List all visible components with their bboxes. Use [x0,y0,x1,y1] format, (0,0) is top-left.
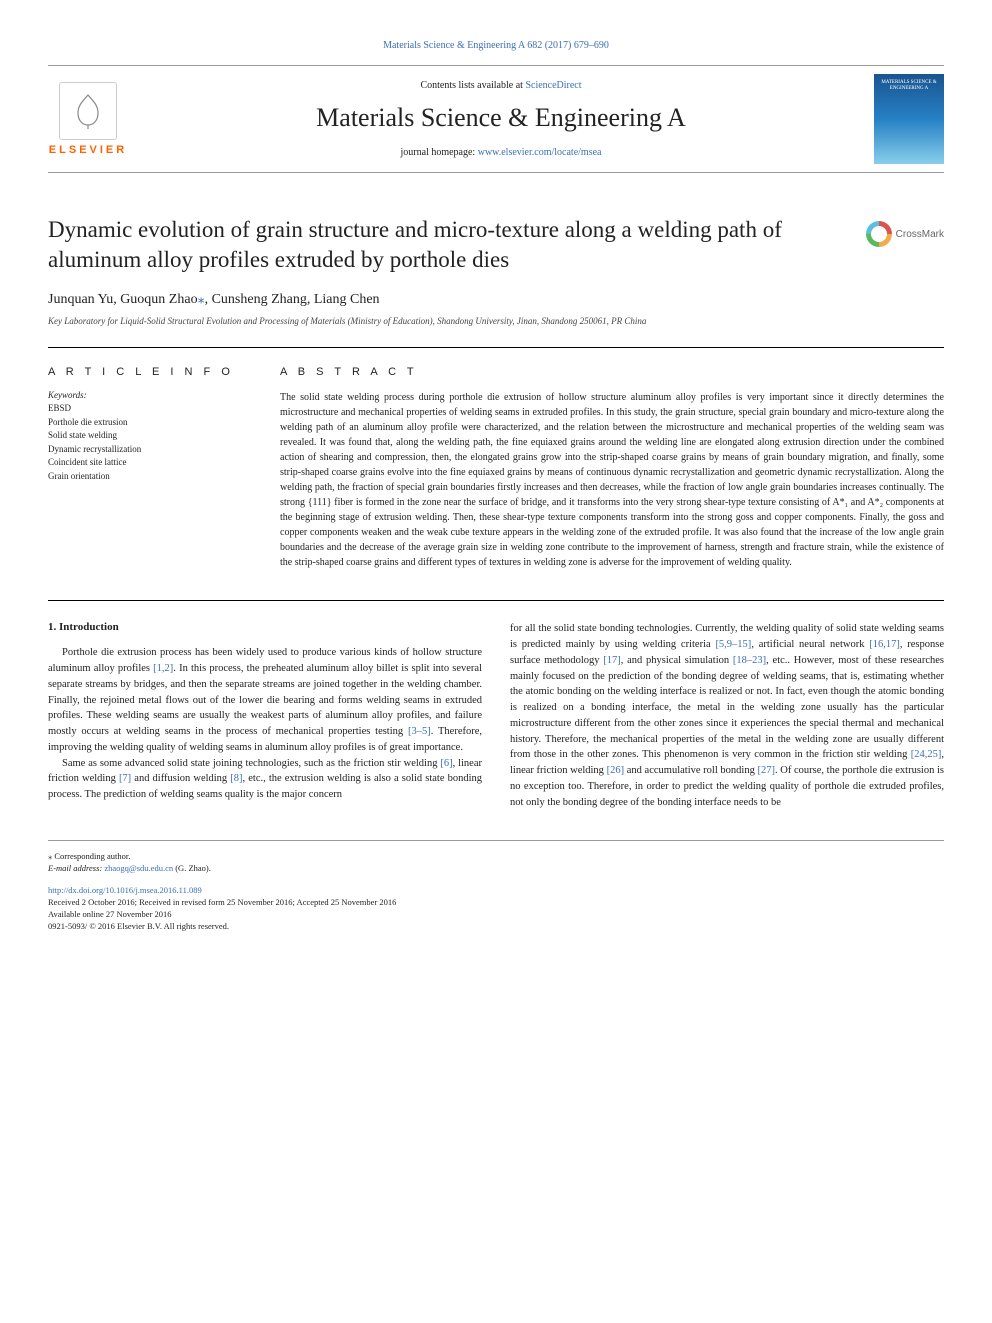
citation-link[interactable]: [1,2] [153,663,173,674]
body-text: Porthole die extrusion process has been … [48,645,482,803]
citation-link[interactable]: [16,17] [869,639,900,650]
section-heading: 1. Introduction [48,621,482,633]
citation-link[interactable]: [3–5] [408,726,431,737]
elsevier-wordmark: ELSEVIER [49,144,127,156]
doi-line: http://dx.doi.org/10.1016/j.msea.2016.11… [48,885,944,897]
journal-header-center: Contents lists available at ScienceDirec… [146,80,856,158]
keyword: Coincident site lattice [48,456,248,470]
journal-header: ELSEVIER Contents lists available at Sci… [48,65,944,173]
contents-prefix: Contents lists available at [420,80,525,91]
authors-rest: , Cunsheng Zhang, Liang Chen [205,292,380,307]
email-suffix: (G. Zhao). [173,863,211,873]
citation-link[interactable]: [26] [607,765,625,776]
authors-line: Junquan Yu, Guoqun Zhao⁎, Cunsheng Zhang… [48,291,944,308]
page-container: Materials Science & Engineering A 682 (2… [0,0,992,973]
journal-title: Materials Science & Engineering A [146,103,856,133]
authors-first: Junquan Yu, Guoqun Zhao [48,292,198,307]
sciencedirect-link[interactable]: ScienceDirect [525,80,581,91]
body-text: for all the solid state bonding technolo… [510,621,944,810]
copyright-line: 0921-5093/ © 2016 Elsevier B.V. All righ… [48,921,944,933]
p-text: , etc.. However, most of these researche… [510,655,944,761]
article-info-heading: A R T I C L E I N F O [48,366,248,378]
cover-text: MATERIALS SCIENCE & ENGINEERING A [874,80,944,91]
divider-mid [48,600,944,601]
crossmark-icon [866,221,892,247]
affiliation: Key Laboratory for Liquid-Solid Structur… [48,316,944,328]
corresponding-author-mark: ⁎ [198,292,205,307]
citation-link[interactable]: [27] [757,765,775,776]
citation-link[interactable]: [8] [230,773,242,784]
keyword: Dynamic recrystallization [48,443,248,457]
email-line: E-mail address: zhaogq@sdu.edu.cn (G. Zh… [48,863,944,875]
divider-top [48,347,944,348]
journal-issue-link[interactable]: Materials Science & Engineering A 682 (2… [48,40,944,51]
journal-homepage-line: journal homepage: www.elsevier.com/locat… [146,147,856,158]
keywords-label: Keywords: [48,390,248,400]
abstract-column: A B S T R A C T The solid state welding … [280,366,944,570]
article-info-column: A R T I C L E I N F O Keywords: EBSD Por… [48,366,248,570]
abstract-heading: A B S T R A C T [280,366,944,378]
keyword: EBSD [48,402,248,416]
homepage-prefix: journal homepage: [401,147,478,158]
keyword: Porthole die extrusion [48,416,248,430]
crossmark-label: CrossMark [896,229,944,240]
email-label: E-mail address: [48,863,104,873]
journal-homepage-link[interactable]: www.elsevier.com/locate/msea [478,147,602,158]
body-column-right: for all the solid state bonding technolo… [510,621,944,810]
corresponding-author-note: ⁎ Corresponding author. [48,851,944,863]
email-link[interactable]: zhaogq@sdu.edu.cn [104,863,173,873]
elsevier-tree-icon [59,82,117,140]
citation-link[interactable]: [7] [119,773,131,784]
p-text: , and physical simulation [621,655,733,666]
keyword: Grain orientation [48,470,248,484]
doi-link[interactable]: http://dx.doi.org/10.1016/j.msea.2016.11… [48,885,202,895]
citation-link[interactable]: [18–23] [733,655,766,666]
article-title: Dynamic evolution of grain structure and… [48,215,846,275]
citation-link[interactable]: [5,9–15] [715,639,751,650]
available-line: Available online 27 November 2016 [48,909,944,921]
received-line: Received 2 October 2016; Received in rev… [48,897,944,909]
keyword: Solid state welding [48,429,248,443]
crossmark-badge[interactable]: CrossMark [866,221,944,247]
footer: ⁎ Corresponding author. E-mail address: … [48,840,944,932]
journal-cover-thumbnail: MATERIALS SCIENCE & ENGINEERING A [874,74,944,164]
p-text: Same as some advanced solid state joinin… [62,758,440,769]
contents-lists-line: Contents lists available at ScienceDirec… [146,80,856,91]
title-row: Dynamic evolution of grain structure and… [48,215,944,275]
p-text: and diffusion welding [131,773,230,784]
elsevier-logo: ELSEVIER [48,74,128,164]
body-columns: 1. Introduction Porthole die extrusion p… [48,621,944,810]
body-column-left: 1. Introduction Porthole die extrusion p… [48,621,482,810]
info-abstract-row: A R T I C L E I N F O Keywords: EBSD Por… [48,366,944,570]
citation-link[interactable]: [6] [440,758,452,769]
p-text: and accumulative roll bonding [624,765,757,776]
citation-link[interactable]: [24,25] [911,749,942,760]
p-text: , artificial neural network [751,639,869,650]
abstract-text: The solid state welding process during p… [280,390,944,570]
citation-link[interactable]: [17] [603,655,621,666]
